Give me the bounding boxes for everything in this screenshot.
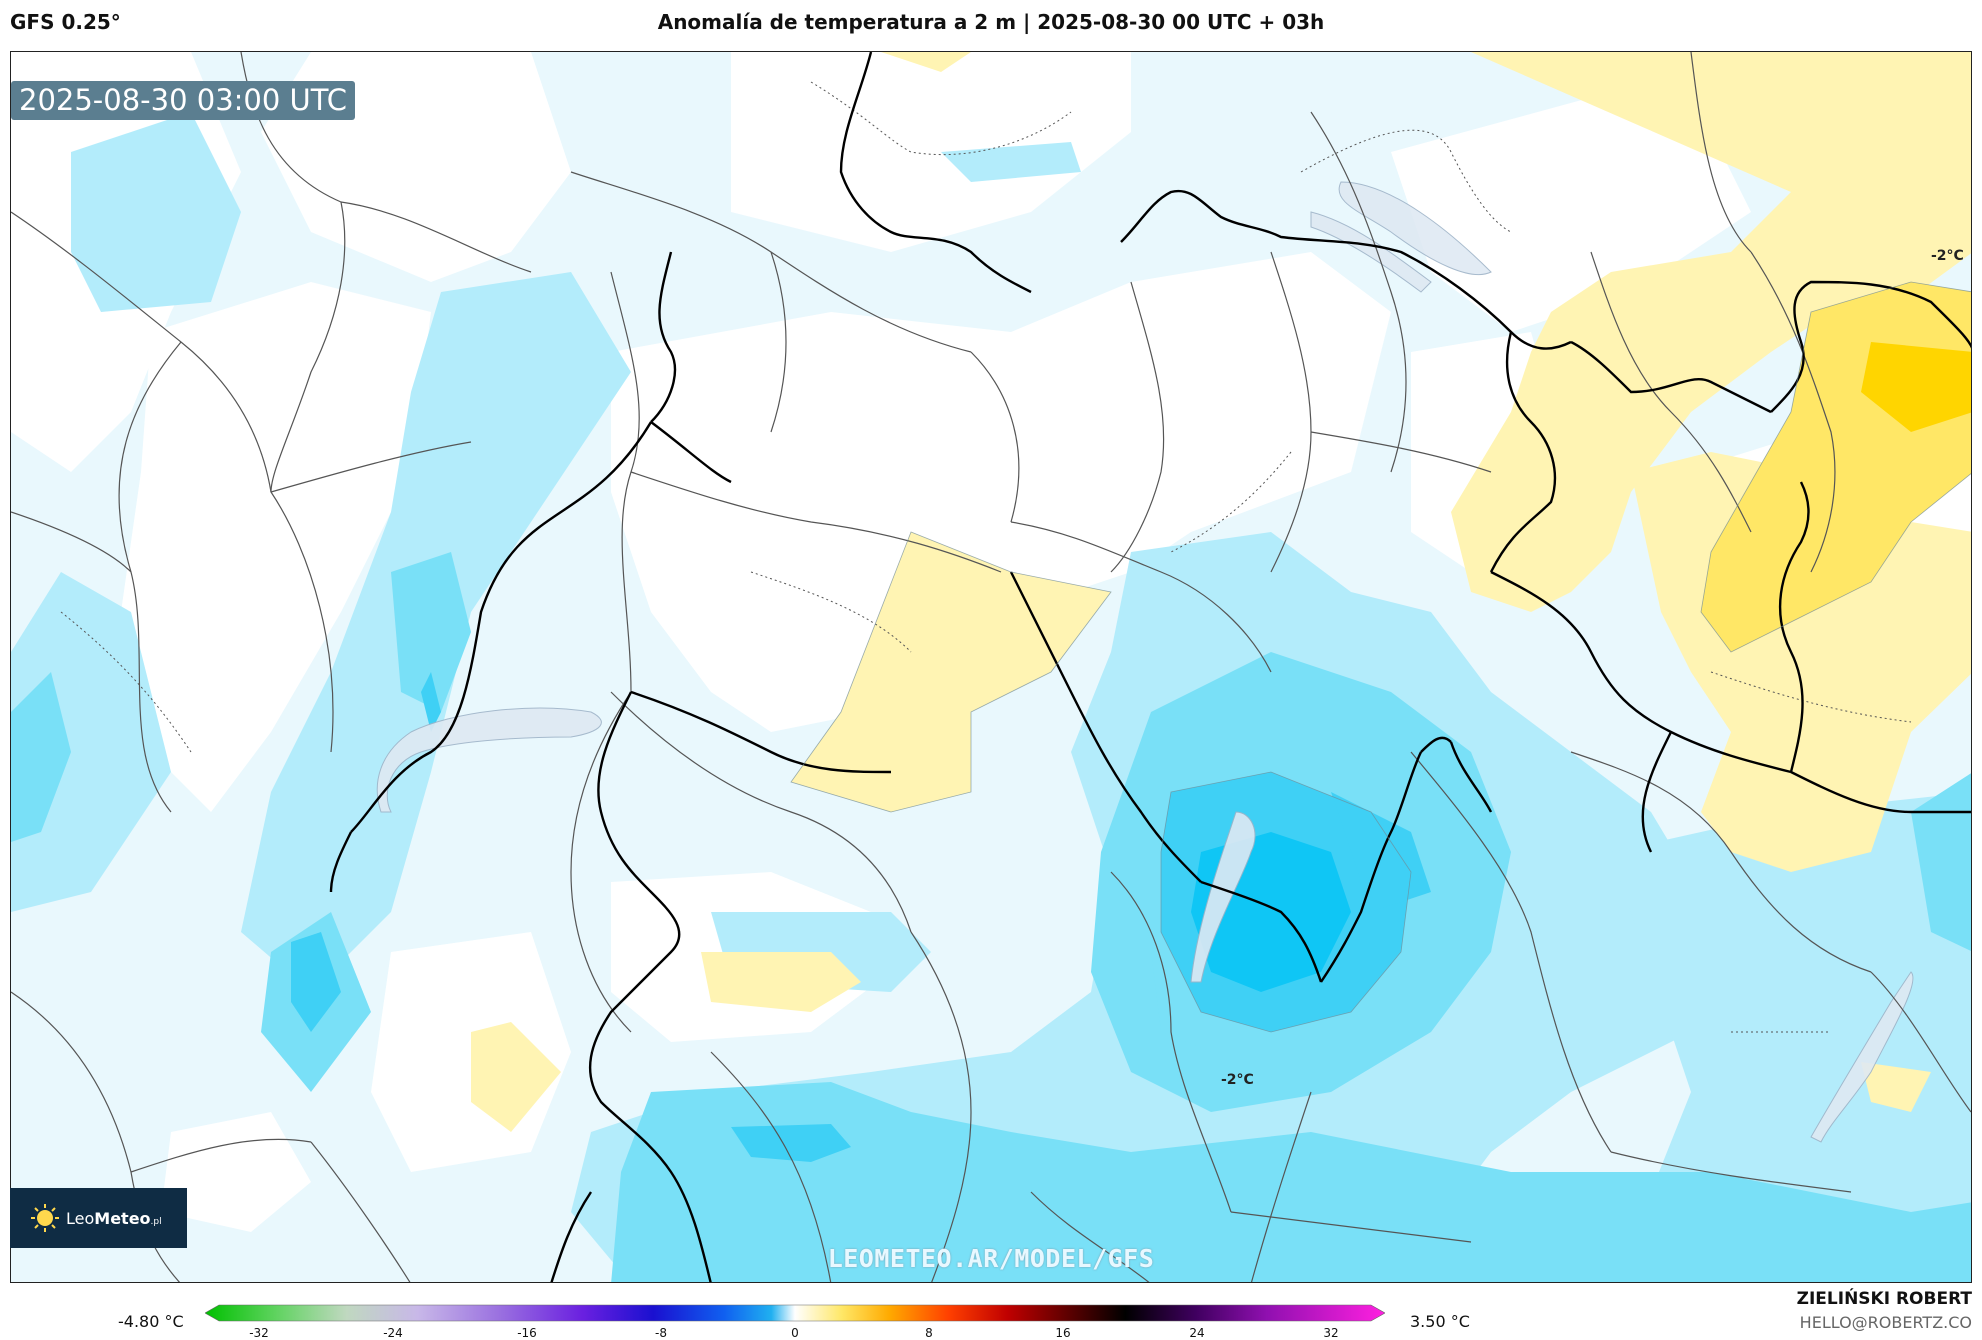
colorbar-tick: 0 (791, 1326, 799, 1340)
small-cold-cell (421, 672, 441, 732)
model-label: GFS 0.25° (10, 10, 121, 34)
contour-label: -2°C (1931, 248, 1964, 264)
sun-icon (31, 1204, 59, 1232)
valid-time-badge: 2025-08-30 03:00 UTC (11, 81, 356, 120)
author-name: ZIELIŃSKI ROBERT (1796, 1289, 1972, 1309)
warm-anomaly-core (1861, 342, 1971, 432)
colorbar-tick: 32 (1323, 1326, 1339, 1340)
colorbar-tick: -8 (655, 1326, 667, 1340)
colorbar-tick: 16 (1055, 1326, 1071, 1340)
map-frame[interactable]: 2025-08-30 03:00 UTC -2°C -2°C (10, 51, 1972, 1283)
colorbar-tick: 24 (1189, 1326, 1205, 1340)
national-borders (329, 52, 1971, 1282)
colorbar-tick: -16 (517, 1326, 537, 1340)
colorbar (205, 1304, 1385, 1322)
regional-boundaries (11, 52, 1971, 1282)
site-watermark: LEOMETEO.AR/MODEL/GFS (827, 1244, 1155, 1273)
contour-lines (790, 281, 1971, 1033)
colorbar-max-label: 3.50 °C (1410, 1312, 1470, 1331)
logo-wordmark: LeoMeteo.pl (66, 1208, 162, 1228)
leometeo-logo[interactable]: LeoMeteo.pl (10, 1188, 187, 1248)
colorbar-min-label: -4.80 °C (118, 1312, 184, 1331)
map-title: Anomalía de temperatura a 2 m | 2025-08-… (657, 10, 1325, 34)
anomaly-map (11, 52, 1971, 1282)
colorbar-tick: -24 (383, 1326, 403, 1340)
author-email[interactable]: HELLO@ROBERTZ.CO (1799, 1313, 1972, 1332)
colorbar-tick: 8 (925, 1326, 933, 1340)
colorbar-tick: -32 (249, 1326, 269, 1340)
contour-label: -2°C (1221, 1072, 1254, 1088)
